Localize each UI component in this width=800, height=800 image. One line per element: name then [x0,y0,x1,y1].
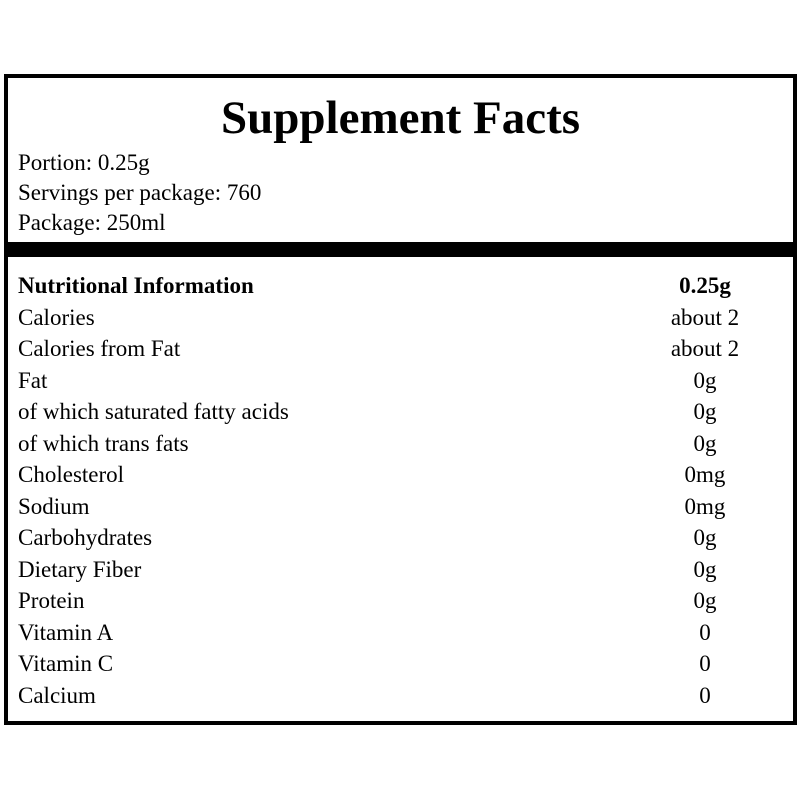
row-value: 0g [693,367,717,393]
row-label: Fat [18,367,48,393]
table-row: Calories about 2 [8,302,793,334]
row-value: 0 [699,619,711,645]
table-row: Cholesterol 0mg [8,459,793,491]
facts-box: Supplement Facts Portion: 0.25g Servings… [4,74,797,725]
row-value: about 2 [670,304,740,330]
servings-line: Servings per package: 760 [18,180,262,205]
row-value: 0 [699,651,711,676]
row-label: Sodium [18,493,90,519]
row-value: 0mg [684,462,726,487]
table-row: Carbohydrates 0g [8,522,793,554]
row-label: Carbohydrates [18,525,153,550]
table-row: Dietary Fiber 0g [8,554,793,586]
table-header-row: Nutritional Information 0.25g [8,270,793,302]
row-label: of which trans fats [18,430,189,456]
row-value: 0g [693,430,717,456]
row-value: 0 [699,682,711,708]
portion-line: Portion: 0.25g [18,150,150,175]
row-label: Dietary Fiber [18,556,142,582]
row-value: 0mg [684,493,726,519]
row-label: Vitamin A [18,619,114,645]
label-title: Supplement Facts [220,92,581,144]
row-label: Calcium [18,682,96,708]
row-label: Vitamin C [18,651,114,676]
table-row: Fat 0g [8,365,793,397]
row-value: 0g [693,525,717,550]
table-row: Vitamin C 0 [8,648,793,680]
table-row: Protein 0g [8,585,793,617]
divider-bar [8,242,793,257]
row-label: of which saturated fatty acids [18,399,289,424]
row-value: 0g [693,399,717,424]
table-row: Vitamin A 0 [8,617,793,649]
row-value: about 2 [670,336,740,361]
meta-section: Portion: 0.25g Servings per package: 760… [8,148,793,238]
row-value: 0g [693,588,717,613]
row-value: 0g [693,556,717,582]
row-label: Calories from Fat [18,336,181,361]
table-header-label: Nutritional Information [18,273,254,298]
table-row: Calories from Fat about 2 [8,333,793,365]
row-label: Calories [18,304,95,330]
table-row: of which trans fats 0g [8,428,793,460]
table-row: of which saturated fatty acids 0g [8,396,793,428]
table-row: Sodium 0mg [8,491,793,523]
package-line: Package: 250ml [18,210,166,235]
row-label: Cholesterol [18,462,125,487]
table-row: Calcium 0 [8,680,793,712]
nutrition-table: Nutritional Information 0.25g Calories a… [8,270,793,711]
table-header-value: 0.25g [679,273,731,298]
row-label: Protein [18,588,85,613]
